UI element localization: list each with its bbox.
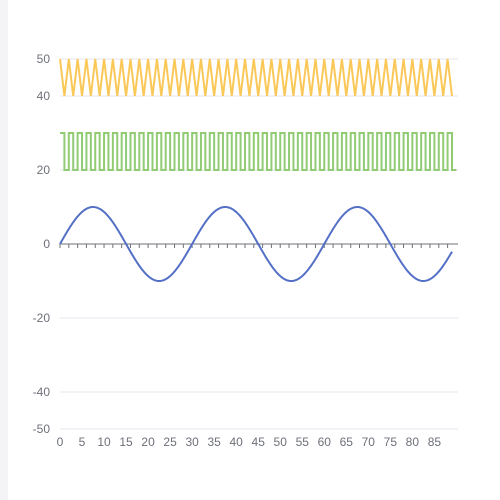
y-tick-label: 20 bbox=[37, 163, 51, 177]
x-tick-label: 55 bbox=[296, 435, 310, 449]
y-tick-label: 40 bbox=[37, 89, 51, 103]
x-tick-label: 20 bbox=[141, 435, 155, 449]
x-tick-label: 85 bbox=[428, 435, 442, 449]
x-tick-label: 10 bbox=[97, 435, 111, 449]
x-tick-label: 70 bbox=[362, 435, 376, 449]
x-tick-label: 45 bbox=[252, 435, 266, 449]
left-edge-strip bbox=[0, 0, 8, 500]
x-tick-label: 15 bbox=[119, 435, 133, 449]
x-tick-label: 80 bbox=[406, 435, 420, 449]
y-tick-label: -50 bbox=[33, 422, 51, 436]
x-tick-label: 25 bbox=[163, 435, 177, 449]
series-layer bbox=[59, 58, 457, 283]
y-tick-label: -40 bbox=[33, 385, 51, 399]
series-line-sine-wave bbox=[59, 205, 453, 283]
label-layer: 50 40 20 0 -20 -40 -50 0 5 10 15 20 25 30 35 40 45 50 55 60… bbox=[33, 52, 442, 449]
x-tick-label: 5 bbox=[79, 435, 86, 449]
x-tick-label: 35 bbox=[207, 435, 221, 449]
series-line-sawtooth bbox=[59, 58, 453, 97]
x-tick-label: 75 bbox=[384, 435, 398, 449]
y-tick-label: -20 bbox=[33, 311, 51, 325]
y-tick-label: 0 bbox=[43, 237, 50, 251]
x-tick-label: 40 bbox=[230, 435, 244, 449]
y-tick-label: 50 bbox=[37, 52, 51, 66]
x-tick-label: 60 bbox=[318, 435, 332, 449]
x-tick-label: 30 bbox=[185, 435, 199, 449]
x-tick-label: 65 bbox=[340, 435, 354, 449]
series-line-square-wave bbox=[60, 132, 457, 171]
x-tick-label: 50 bbox=[274, 435, 288, 449]
x-tick-label: 0 bbox=[57, 435, 64, 449]
